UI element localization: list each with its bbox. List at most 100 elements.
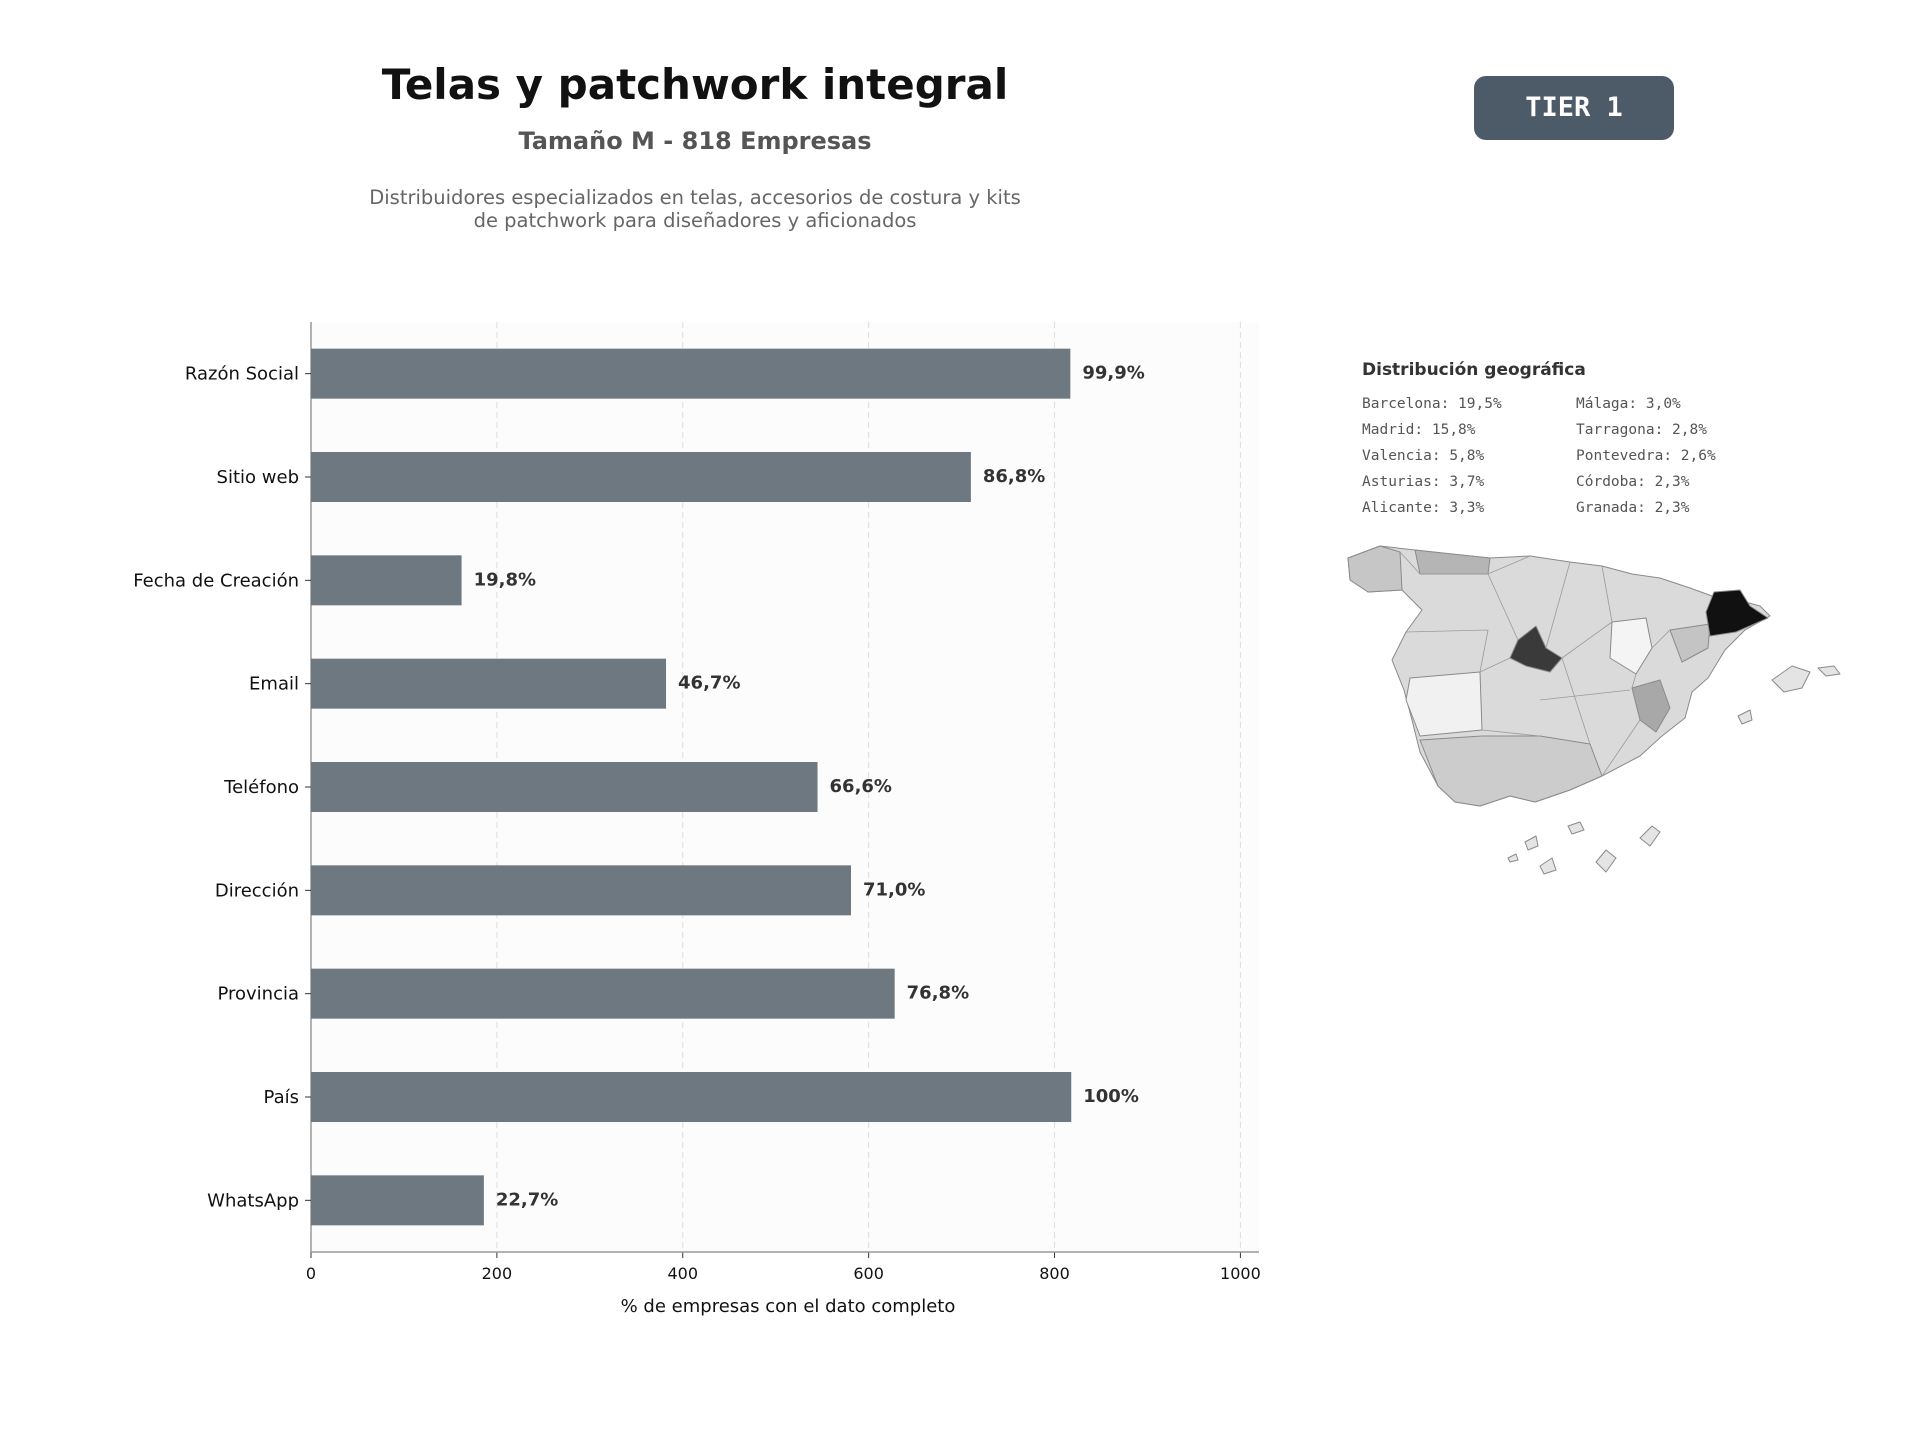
geo-item-separator: : (1414, 422, 1432, 438)
geo-item-separator: : (1431, 500, 1450, 516)
bar (311, 452, 971, 502)
geo-item: Asturias: 3,7% (1362, 474, 1576, 490)
tier-badge: TIER 1 (1474, 76, 1674, 140)
geo-item-separator: : (1637, 500, 1655, 516)
map-canary-5 (1639, 825, 1661, 847)
map-region-tarragona (1669, 623, 1711, 663)
y-tick-label: País (264, 1087, 299, 1108)
map-balearic-menorca (1817, 665, 1841, 677)
geo-item: Alicante: 3,3% (1362, 500, 1576, 516)
page-subtitle: Tamaño M - 818 Empresas (518, 127, 872, 155)
map-canary-6 (1507, 853, 1519, 863)
data-label: 66,6% (830, 776, 892, 797)
bar (311, 762, 818, 812)
map-region-extremadura (1405, 671, 1483, 737)
geo-item-name: Tarragona (1576, 422, 1655, 438)
geo-item: Madrid: 15,8% (1362, 422, 1576, 438)
page-title: Telas y patchwork integral (381, 60, 1009, 109)
geo-distribution-panel: Distribución geográfica Barcelona: 19,5%… (1362, 360, 1882, 516)
geo-item-separator: : (1637, 474, 1655, 490)
geo-item: Tarragona: 2,8% (1576, 422, 1776, 438)
geo-item-separator: : (1654, 422, 1673, 438)
geo-item-value: 3,0% (1645, 396, 1681, 412)
bar (311, 658, 667, 709)
geo-item-separator: : (1431, 448, 1450, 464)
data-label: 86,8% (983, 466, 1045, 487)
geo-item-name: Madrid (1362, 422, 1415, 438)
geo-list: Barcelona: 19,5% Málaga: 3,0% Madrid: 15,8… (1362, 396, 1882, 516)
bar (311, 348, 1071, 399)
geo-item-value: 2,8% (1672, 422, 1707, 438)
y-tick-label: Dirección (215, 880, 299, 901)
geo-item-name: Valencia (1362, 448, 1432, 464)
map-region-barcelona (1705, 589, 1769, 637)
map-region-madrid (1509, 625, 1563, 673)
y-tick-label: Fecha de Creación (133, 570, 299, 591)
geo-item: Granada: 2,3% (1576, 500, 1776, 516)
data-label: 46,7% (678, 673, 740, 694)
x-tick-label: 200 (482, 1264, 513, 1283)
x-tick-label: 1000 (1220, 1264, 1261, 1283)
data-label: 76,8% (907, 983, 969, 1004)
geo-item: Córdoba: 2,3% (1576, 474, 1776, 490)
map-internal-borders (1399, 551, 1671, 777)
geo-item-separator: : (1440, 396, 1459, 412)
bar-chart: 0 200 400 600 800 1000 Razón Social 99,9% Sitio … (133, 322, 1261, 1317)
geo-item-value: 19,5% (1458, 396, 1502, 412)
geo-item-name: Granada (1576, 500, 1638, 516)
geo-item: Pontevedra: 2,6% (1576, 448, 1776, 464)
data-label: 22,7% (496, 1189, 558, 1210)
x-tick-label: 600 (853, 1264, 884, 1283)
geo-item-name: Málaga (1576, 396, 1629, 412)
map-canary-2 (1524, 835, 1539, 851)
description-line: Distribuidores especializados en telas, … (369, 186, 1021, 209)
x-axis-label: % de empresas con el dato completo (621, 1296, 956, 1317)
data-label: 71,0% (863, 879, 925, 900)
map-balearic-ibiza (1737, 709, 1753, 725)
geo-item-separator: : (1663, 448, 1681, 464)
data-label: 100% (1083, 1086, 1139, 1107)
geo-item-value: 3,3% (1449, 500, 1485, 516)
spain-map (1347, 545, 1841, 875)
geo-item-name: Asturias (1362, 474, 1432, 490)
map-region-aragon (1609, 617, 1653, 675)
geo-item-separator: : (1628, 396, 1646, 412)
geo-item-value: 15,8% (1431, 422, 1476, 438)
map-balearic-mallorca (1771, 665, 1811, 693)
geo-item-name: Barcelona (1362, 396, 1441, 412)
y-tick-label: Sitio web (217, 467, 299, 488)
geo-item-value: 2,6% (1680, 448, 1716, 464)
map-region-andalucia (1419, 735, 1603, 807)
map-region-asturias (1414, 549, 1491, 575)
geo-item-value: 5,8% (1449, 448, 1485, 464)
map-region-valencia (1631, 679, 1671, 733)
map-canary-3 (1539, 857, 1557, 875)
y-tick-label: Teléfono (223, 777, 299, 798)
y-tick-label: Razón Social (185, 364, 299, 385)
geo-item: Barcelona: 19,5% (1362, 396, 1576, 412)
geo-item-value: 3,7% (1449, 474, 1485, 490)
y-tick-label: WhatsApp (207, 1190, 299, 1211)
x-tick-label: 0 (306, 1264, 316, 1283)
description-line: de patchwork para diseñadores y aficiona… (473, 209, 917, 232)
y-tick-label: Provincia (217, 984, 299, 1005)
geo-item-separator: : (1431, 474, 1450, 490)
x-tick-label: 800 (1039, 1264, 1070, 1283)
geo-item-name: Alicante (1362, 500, 1432, 516)
page-description: Distribuidores especializados en telas, … (330, 186, 1060, 232)
data-label: 19,8% (474, 569, 536, 590)
y-tick-label: Email (249, 674, 299, 695)
map-region-galicia (1347, 545, 1403, 593)
bar (311, 1175, 484, 1226)
bar (311, 968, 895, 1019)
geo-title: Distribución geográfica (1362, 360, 1586, 380)
geo-item: Málaga: 3,0% (1576, 396, 1776, 412)
data-label: 99,9% (1082, 363, 1144, 384)
bar (311, 555, 462, 606)
geo-item-value: 2,3% (1654, 500, 1690, 516)
bar (311, 1072, 1072, 1122)
geo-item: Valencia: 5,8% (1362, 448, 1576, 464)
geo-item-name: Pontevedra (1576, 448, 1664, 464)
geo-item-name: Córdoba (1576, 474, 1638, 490)
geo-item-value: 2,3% (1654, 474, 1690, 490)
